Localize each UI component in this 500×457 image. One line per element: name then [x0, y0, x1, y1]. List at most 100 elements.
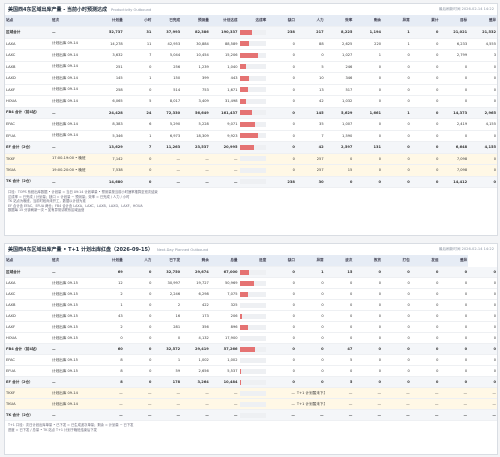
panel-tag: Next-Day Planned Outbound	[156, 247, 209, 252]
cell: 5	[295, 61, 325, 73]
column-header: 发运	[410, 255, 440, 267]
cell: 217	[295, 26, 325, 39]
cell: 5,290	[152, 118, 182, 131]
cell: 计划出库 09-14	[51, 398, 95, 410]
cell: 0	[468, 84, 497, 96]
cell: 0	[410, 266, 440, 278]
panel-tag: Productivity Outbound	[111, 7, 152, 12]
column-header: 班次	[51, 15, 95, 27]
bar-cell	[238, 354, 268, 366]
cell: 1,671	[209, 84, 239, 96]
cell: 0	[123, 354, 153, 366]
cell: —	[181, 398, 210, 410]
cell: LAXD	[5, 72, 51, 85]
column-header: 异常	[382, 15, 411, 27]
cell: 0	[439, 95, 469, 108]
progress-bar	[239, 379, 241, 385]
cell: HOUA	[5, 332, 51, 344]
cell: 0	[382, 130, 411, 142]
cell: 0	[295, 321, 325, 333]
cell: 238	[267, 176, 296, 188]
bar-cell	[238, 332, 268, 344]
cell: 0	[439, 84, 469, 96]
cell: 0	[353, 376, 383, 388]
cell: 0	[324, 310, 354, 322]
cell: 0	[267, 130, 296, 142]
cell: 14,412	[439, 176, 469, 188]
cell: 0	[295, 376, 325, 388]
cell: —	[382, 409, 411, 421]
cell: —	[51, 376, 95, 388]
cell: 1,040	[209, 61, 239, 73]
cell: LAXF	[5, 84, 51, 96]
cell: 0	[382, 376, 411, 388]
progress-bar	[239, 64, 246, 70]
cell: —	[152, 409, 182, 421]
cell: 0	[410, 72, 440, 85]
cell: 1	[353, 49, 383, 62]
table-row: LAXD 计划出库 09-15 43 0 16 173 206 0 0 0 0 0 0 0 0	[5, 310, 497, 322]
cell: —	[123, 409, 153, 421]
cell: 计划出库 09-15	[51, 277, 95, 289]
cell: 19:00-20:00 • 晚班	[51, 164, 95, 177]
cell: 0	[382, 354, 411, 366]
cell: —	[95, 398, 124, 410]
cell: 0	[410, 95, 440, 108]
cell: EFUA	[5, 365, 51, 377]
cell: 20,995	[209, 141, 239, 154]
bar-track	[239, 52, 267, 58]
cell: 0	[410, 84, 440, 96]
cell: 0	[324, 321, 354, 333]
cell: 0	[353, 95, 383, 108]
cell: 计划出库 09-14	[51, 38, 95, 50]
cell: 18,309	[181, 130, 210, 142]
cell: 计划出库 09-14	[51, 61, 95, 73]
cell: TKXF	[5, 153, 51, 165]
cell: 399	[181, 72, 210, 85]
cell: 0	[123, 288, 153, 300]
progress-bar	[239, 98, 247, 104]
bar-cell	[238, 277, 268, 289]
cell: 0	[382, 299, 411, 311]
cell: 67,000	[209, 266, 239, 278]
cell: EFAC	[5, 118, 51, 131]
cell: 246	[324, 61, 354, 73]
cell: 0	[410, 118, 440, 131]
cell: —	[51, 176, 95, 188]
cell: 0	[439, 72, 469, 85]
column-header: 累计	[410, 15, 440, 27]
bar-track	[239, 179, 267, 185]
cell: 0	[410, 107, 440, 119]
cell: 238	[267, 26, 296, 39]
cell: 16	[152, 310, 182, 322]
cell: 30,997	[152, 277, 182, 289]
bar-track	[239, 379, 267, 385]
cell: —	[353, 387, 383, 399]
cell: 0	[439, 299, 469, 311]
cell: —	[51, 266, 95, 278]
bar-cell	[238, 141, 268, 154]
cell: 325	[209, 299, 239, 311]
cell: EF 合计（2仓）	[5, 141, 51, 154]
cell: 0	[267, 365, 296, 377]
cell: 0	[324, 277, 354, 289]
cell: 0	[267, 118, 296, 131]
cell: —	[439, 398, 469, 410]
cell: 6,973	[152, 130, 182, 142]
cell: 0	[123, 343, 153, 355]
cell: 0	[468, 332, 497, 344]
cell: 计划出库 09-14	[51, 84, 95, 96]
cell: 17:00-19:00 • 晚班	[51, 153, 95, 165]
cell: 0	[468, 176, 497, 188]
cell: 0	[295, 277, 325, 289]
cell: 47	[324, 343, 354, 355]
cell: 1,002	[209, 354, 239, 366]
bar-cell	[238, 387, 268, 399]
bar-track	[239, 313, 267, 319]
column-header: 打包	[382, 255, 411, 267]
cell: 10	[295, 72, 325, 85]
cell: 5,044	[152, 49, 182, 62]
cell: 2,799	[439, 49, 469, 62]
table-row: TKXF 17:00-19:00 • 晚班 7,142 0— — —0 257 0 0 0 0 7,0…	[5, 153, 497, 165]
cell: 1,032	[324, 95, 354, 108]
